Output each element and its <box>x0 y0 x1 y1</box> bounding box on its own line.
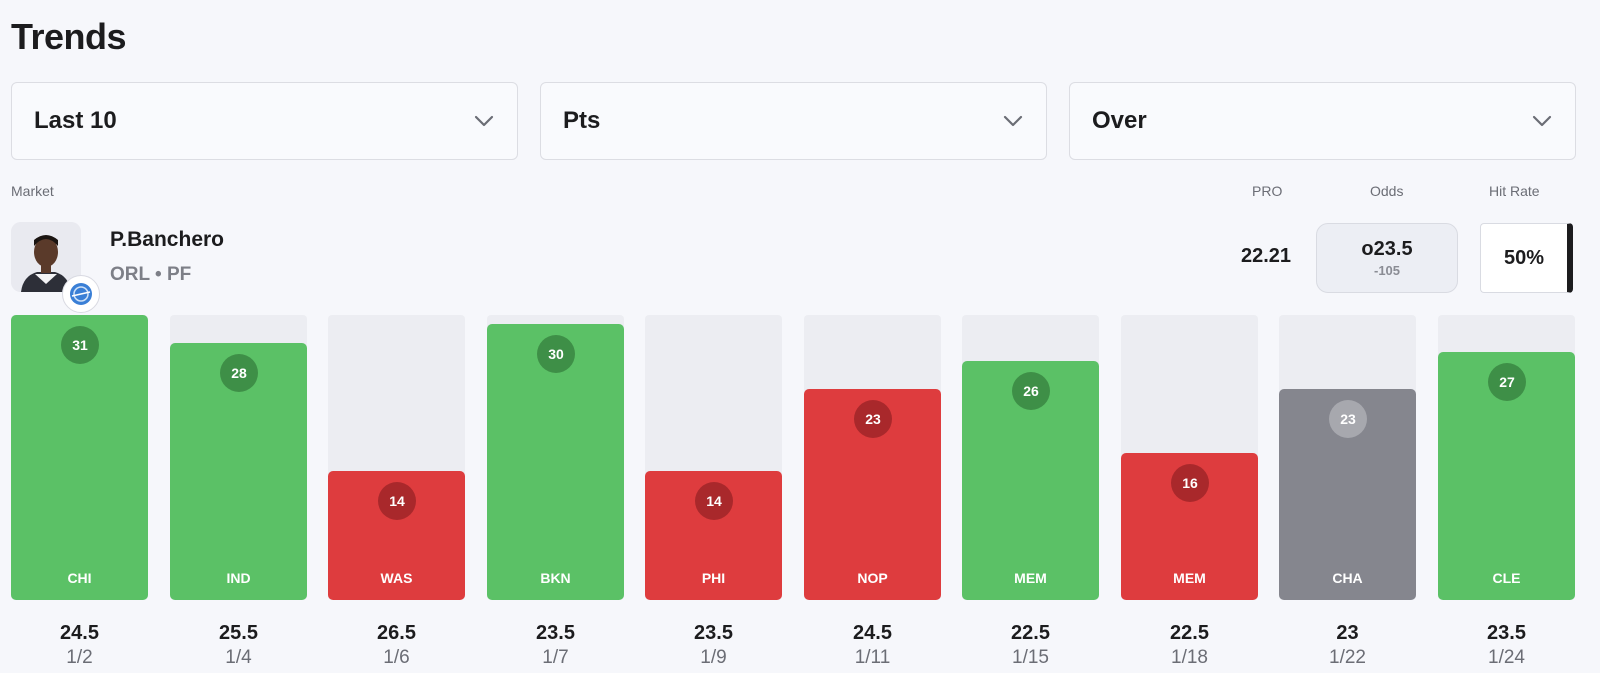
opponent-label: BKN <box>540 570 571 586</box>
points-label: 14 <box>695 482 733 520</box>
game-bar-mem[interactable]: 16 MEM <box>1121 453 1258 600</box>
chevron-down-icon <box>473 110 495 132</box>
team-logo-icon <box>62 275 100 313</box>
points-label: 23 <box>854 400 892 438</box>
player-name[interactable]: P.Banchero <box>110 228 224 251</box>
odds-price: -105 <box>1373 263 1401 278</box>
odds-line: o23.5 <box>1361 238 1413 260</box>
stat-dropdown-label: Pts <box>563 107 601 134</box>
game-date-label: 1/24 <box>1488 647 1525 668</box>
pro-value: 22.21 <box>1241 245 1292 267</box>
opponent-label: IND <box>226 570 251 586</box>
page-title: Trends <box>11 16 127 57</box>
opponent-label: CHI <box>67 570 92 586</box>
points-label: 31 <box>61 326 99 364</box>
game-bar-bkn[interactable]: 30 BKN <box>487 324 624 600</box>
points-label: 26 <box>1012 372 1050 410</box>
prop-line-label: 26.5 <box>377 622 416 644</box>
game-date-label: 1/11 <box>854 647 891 668</box>
hit-rate-box: 50% <box>1480 223 1573 293</box>
prop-line-label: 23.5 <box>694 622 733 644</box>
odds-header: Odds <box>1370 183 1404 199</box>
opponent-label: MEM <box>1173 570 1206 586</box>
opponent-label: NOP <box>857 570 888 586</box>
hit-rate-value: 50% <box>1503 246 1545 269</box>
game-bar-ind[interactable]: 28 IND <box>170 343 307 600</box>
game-bar-cha[interactable]: 23 CHA <box>1279 389 1416 600</box>
chevron-down-icon <box>1002 110 1024 132</box>
game-bar-cle[interactable]: 27 CLE <box>1438 352 1575 600</box>
game-bar-mem[interactable]: 26 MEM <box>962 361 1099 600</box>
points-label: 27 <box>1488 363 1526 401</box>
game-date-label: 1/2 <box>66 647 93 668</box>
points-label: 14 <box>378 482 416 520</box>
prop-line-label: 23.5 <box>1487 622 1526 644</box>
market-header: Market <box>11 183 54 199</box>
game-date-label: 1/4 <box>225 647 252 668</box>
prop-line-label: 22.5 <box>1011 622 1050 644</box>
game-date-label: 1/18 <box>1171 647 1208 668</box>
game-date-label: 1/22 <box>1329 647 1366 668</box>
odds-button[interactable]: o23.5 -105 <box>1316 223 1458 293</box>
player-team-position: ORL • PF <box>110 264 192 285</box>
player-avatar <box>11 222 81 292</box>
prop-line-label: 23 <box>1336 622 1359 644</box>
opponent-label: CLE <box>1492 570 1521 586</box>
range-dropdown[interactable]: Last 10 <box>11 82 518 160</box>
points-label: 16 <box>1171 464 1209 502</box>
game-bar-phi[interactable]: 14 PHI <box>645 471 782 600</box>
prop-line-label: 24.5 <box>853 622 892 644</box>
game-date-label: 1/6 <box>383 647 410 668</box>
stat-dropdown[interactable]: Pts <box>540 82 1047 160</box>
prop-line-label: 24.5 <box>60 622 99 644</box>
pro-header: PRO <box>1252 183 1283 199</box>
side-dropdown[interactable]: Over <box>1069 82 1576 160</box>
opponent-label: PHI <box>701 570 726 586</box>
points-label: 30 <box>537 335 575 373</box>
opponent-label: MEM <box>1014 570 1047 586</box>
prop-line-label: 25.5 <box>219 622 258 644</box>
chevron-down-icon <box>1531 110 1553 132</box>
side-dropdown-label: Over <box>1092 107 1147 134</box>
game-date-label: 1/15 <box>1012 647 1049 668</box>
hit-rate-header: Hit Rate <box>1489 183 1540 199</box>
points-label: 28 <box>220 354 258 392</box>
prop-line-label: 22.5 <box>1170 622 1209 644</box>
points-label: 23 <box>1329 400 1367 438</box>
game-bar-chi[interactable]: 31 CHI <box>11 315 148 600</box>
opponent-label: WAS <box>380 570 413 586</box>
game-date-label: 1/7 <box>542 647 569 668</box>
range-dropdown-label: Last 10 <box>34 107 117 134</box>
game-date-label: 1/9 <box>700 647 727 668</box>
prop-line-label: 23.5 <box>536 622 575 644</box>
game-bar-was[interactable]: 14 WAS <box>328 471 465 600</box>
opponent-label: CHA <box>1332 570 1363 586</box>
game-bar-nop[interactable]: 23 NOP <box>804 389 941 600</box>
